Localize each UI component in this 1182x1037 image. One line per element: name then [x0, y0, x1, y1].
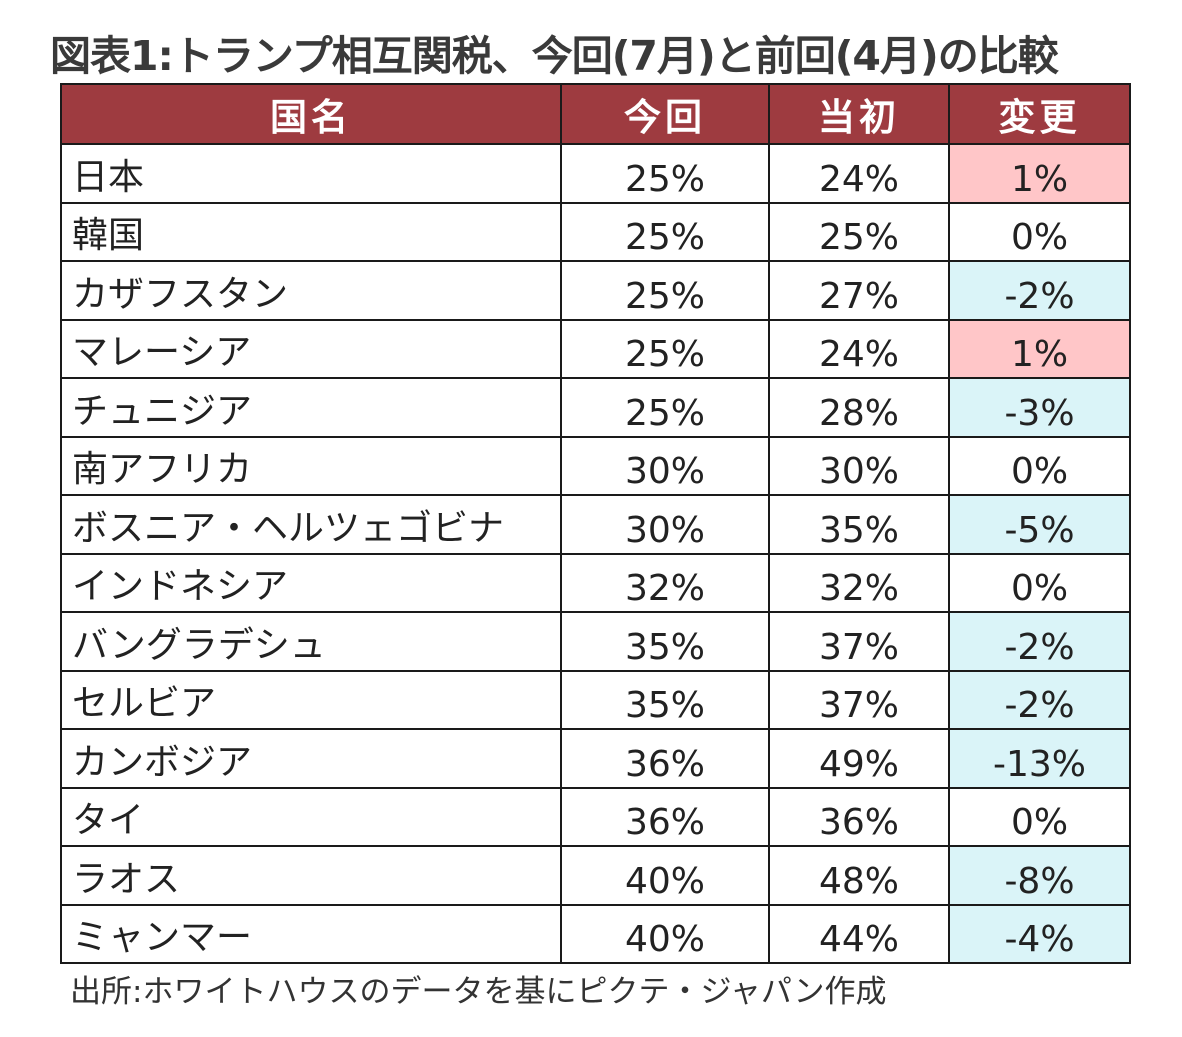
- initial-rate-cell: 37%: [768, 669, 950, 730]
- initial-rate-cell: 35%: [768, 494, 950, 555]
- initial-rate-cell: 36%: [768, 786, 950, 847]
- header-current: 今回: [560, 83, 770, 145]
- change-cell: 1%: [948, 318, 1131, 379]
- current-rate-cell: 25%: [560, 143, 770, 204]
- change-cell: -5%: [948, 494, 1131, 555]
- change-cell: -3%: [948, 377, 1131, 438]
- header-country: 国名: [60, 83, 562, 145]
- country-cell: インドネシア: [60, 552, 562, 613]
- change-cell: -13%: [948, 728, 1131, 789]
- change-cell: 0%: [948, 552, 1131, 613]
- table-row: 南アフリカ 30% 30% 0%: [60, 435, 1131, 496]
- initial-rate-cell: 28%: [768, 377, 950, 438]
- current-rate-cell: 30%: [560, 494, 770, 555]
- country-cell: カンボジア: [60, 728, 562, 789]
- current-rate-cell: 36%: [560, 786, 770, 847]
- country-cell: マレーシア: [60, 318, 562, 379]
- current-rate-cell: 40%: [560, 845, 770, 906]
- tariff-comparison-table: 国名 今回 当初 変更 日本 25% 24% 1% 韓国 25% 25% 0% カザフスタン 25…: [60, 83, 1131, 964]
- initial-rate-cell: 48%: [768, 845, 950, 906]
- initial-rate-cell: 49%: [768, 728, 950, 789]
- initial-rate-cell: 27%: [768, 260, 950, 321]
- initial-rate-cell: 24%: [768, 318, 950, 379]
- table-row: タイ 36% 36% 0%: [60, 786, 1131, 847]
- country-cell: 南アフリカ: [60, 435, 562, 496]
- change-cell: 0%: [948, 435, 1131, 496]
- initial-rate-cell: 32%: [768, 552, 950, 613]
- table-row: バングラデシュ 35% 37% -2%: [60, 611, 1131, 672]
- table-row: マレーシア 25% 24% 1%: [60, 318, 1131, 379]
- table-row: 日本 25% 24% 1%: [60, 143, 1131, 204]
- table-row: ミャンマー 40% 44% -4%: [60, 903, 1131, 964]
- country-cell: セルビア: [60, 669, 562, 730]
- current-rate-cell: 25%: [560, 260, 770, 321]
- change-cell: -2%: [948, 611, 1131, 672]
- current-rate-cell: 25%: [560, 318, 770, 379]
- table-header-row: 国名 今回 当初 変更: [60, 83, 1131, 145]
- table-row: ボスニア・ヘルツェゴビナ 30% 35% -5%: [60, 494, 1131, 555]
- country-cell: ボスニア・ヘルツェゴビナ: [60, 494, 562, 555]
- country-cell: バングラデシュ: [60, 611, 562, 672]
- change-cell: 0%: [948, 786, 1131, 847]
- table-row: ラオス 40% 48% -8%: [60, 845, 1131, 906]
- country-cell: チュニジア: [60, 377, 562, 438]
- header-initial: 当初: [768, 83, 950, 145]
- country-cell: タイ: [60, 786, 562, 847]
- current-rate-cell: 25%: [560, 377, 770, 438]
- table-row: チュニジア 25% 28% -3%: [60, 377, 1131, 438]
- country-cell: ラオス: [60, 845, 562, 906]
- current-rate-cell: 25%: [560, 201, 770, 262]
- initial-rate-cell: 30%: [768, 435, 950, 496]
- source-note: 出所:ホワイトハウスのデータを基にピクテ・ジャパン作成: [70, 974, 887, 1010]
- current-rate-cell: 40%: [560, 903, 770, 964]
- initial-rate-cell: 24%: [768, 143, 950, 204]
- initial-rate-cell: 44%: [768, 903, 950, 964]
- country-cell: 韓国: [60, 201, 562, 262]
- initial-rate-cell: 37%: [768, 611, 950, 672]
- country-cell: カザフスタン: [60, 260, 562, 321]
- change-cell: -4%: [948, 903, 1131, 964]
- current-rate-cell: 35%: [560, 611, 770, 672]
- table-row: 韓国 25% 25% 0%: [60, 201, 1131, 262]
- current-rate-cell: 36%: [560, 728, 770, 789]
- current-rate-cell: 32%: [560, 552, 770, 613]
- current-rate-cell: 30%: [560, 435, 770, 496]
- change-cell: -8%: [948, 845, 1131, 906]
- change-cell: 1%: [948, 143, 1131, 204]
- change-cell: -2%: [948, 669, 1131, 730]
- current-rate-cell: 35%: [560, 669, 770, 730]
- table-title: 図表1:トランプ相互関税、今回(7月)と前回(4月)の比較: [50, 32, 1059, 80]
- change-cell: 0%: [948, 201, 1131, 262]
- change-cell: -2%: [948, 260, 1131, 321]
- table-row: カンボジア 36% 49% -13%: [60, 728, 1131, 789]
- country-cell: 日本: [60, 143, 562, 204]
- table-row: インドネシア 32% 32% 0%: [60, 552, 1131, 613]
- header-change: 変更: [948, 83, 1131, 145]
- country-cell: ミャンマー: [60, 903, 562, 964]
- table-row: カザフスタン 25% 27% -2%: [60, 260, 1131, 321]
- initial-rate-cell: 25%: [768, 201, 950, 262]
- table-row: セルビア 35% 37% -2%: [60, 669, 1131, 730]
